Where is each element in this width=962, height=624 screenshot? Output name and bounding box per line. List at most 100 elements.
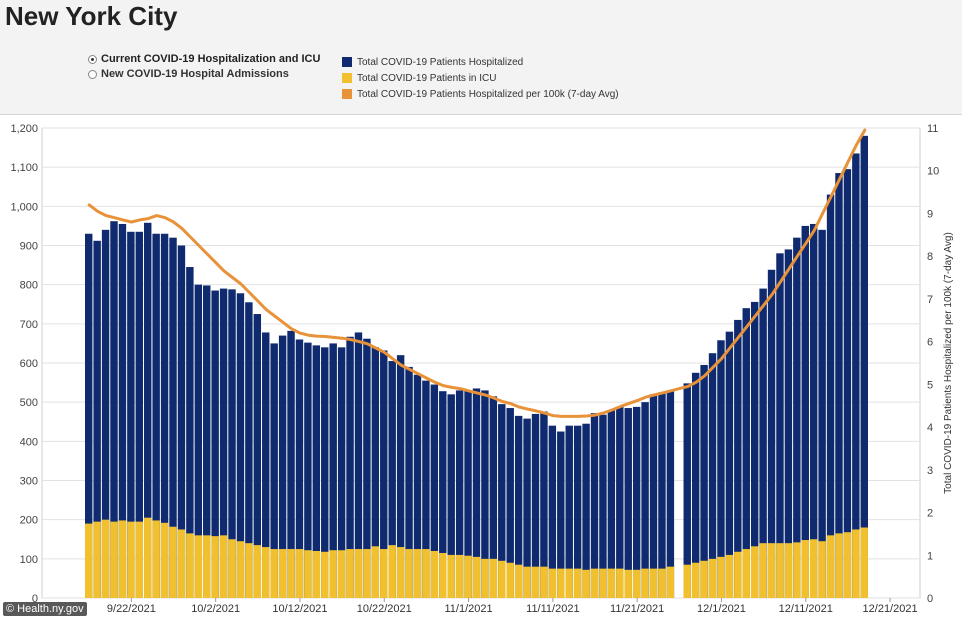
bar-icu (599, 568, 607, 598)
bar-icu (658, 568, 666, 598)
bar-icu (548, 568, 557, 598)
radio-current-hospitalization[interactable]: Current COVID-19 Hospitalization and ICU (88, 53, 320, 65)
bar-hospitalized (852, 153, 860, 599)
bar-hospitalized (590, 413, 599, 598)
bar-icu (852, 529, 860, 598)
bar-icu (784, 543, 793, 598)
bar-hospitalized (101, 229, 110, 599)
bar-hospitalized (312, 345, 321, 598)
bar-icu (742, 549, 750, 598)
radio-new-admissions[interactable]: New COVID-19 Hospital Admissions (88, 68, 289, 80)
bar-icu (287, 549, 295, 598)
bar-icu (439, 552, 447, 598)
y-left-tick-label: 0 (32, 593, 38, 605)
y-left-tick-label: 1,200 (10, 123, 38, 135)
bar-icu (565, 568, 573, 598)
y-left-tick-label: 1,100 (10, 162, 38, 174)
bar-icu (540, 566, 548, 598)
bar-hospitalized (691, 372, 700, 598)
bar-icu (506, 562, 514, 598)
bar-hospitalized (135, 231, 144, 598)
bar-icu (380, 549, 388, 598)
legend-label: Total COVID-19 Patients in ICU (357, 72, 497, 84)
bar-icu (396, 547, 405, 598)
bar-hospitalized (666, 390, 675, 598)
x-tick-label: 9/22/2021 (107, 603, 156, 615)
bar-icu (582, 569, 590, 598)
bar-icu (135, 521, 144, 598)
x-tick-label: 11/11/2021 (526, 603, 579, 615)
bar-icu (346, 549, 354, 598)
bar-hospitalized (464, 390, 472, 598)
x-tick-label: 10/12/2021 (272, 603, 327, 615)
bar-hospitalized (632, 406, 641, 598)
bar-hospitalized (413, 374, 422, 598)
y-right-tick-label: 6 (927, 337, 933, 349)
bar-hospitalized (177, 245, 186, 598)
bar-icu (818, 541, 826, 598)
bar-icu (228, 539, 236, 598)
bar-icu (557, 568, 565, 598)
bar-hospitalized (582, 423, 590, 598)
header-panel: New York City Current COVID-19 Hospitali… (0, 0, 962, 115)
bar-icu (203, 535, 211, 598)
bar-hospitalized (742, 308, 750, 598)
bar-hospitalized (489, 396, 498, 598)
x-tick-label: 12/11/2021 (779, 603, 833, 615)
bar-icu (447, 554, 455, 598)
bar-hospitalized (363, 338, 371, 598)
bar-icu (759, 543, 767, 598)
bar-icu (616, 568, 624, 598)
bar-icu (262, 547, 270, 598)
bar-hospitalized (531, 413, 540, 598)
bar-hospitalized (194, 284, 203, 598)
bar-hospitalized (843, 169, 852, 598)
bar-icu (169, 526, 177, 598)
y-left-tick-label: 300 (20, 476, 38, 488)
y-right-tick-label: 9 (927, 208, 933, 220)
y-left-tick-label: 900 (20, 241, 38, 253)
bar-hospitalized (422, 380, 430, 598)
bar-icu (160, 522, 169, 598)
bar-hospitalized (523, 418, 531, 598)
bar-icu (405, 549, 413, 598)
bar-hospitalized (624, 408, 632, 598)
y-right-tick-label: 1 (927, 550, 933, 562)
bar-hospitalized (144, 222, 152, 599)
legend-item-per100k: Total COVID-19 Patients Hospitalized per… (342, 86, 619, 102)
bar-hospitalized (708, 353, 717, 598)
bar-hospitalized (186, 267, 194, 598)
bar-hospitalized (734, 319, 742, 598)
bar-icu (211, 536, 219, 598)
y-left-tick-label: 100 (20, 554, 38, 566)
bar-icu (481, 558, 489, 598)
y-left-tick-label: 600 (20, 358, 38, 370)
bar-hospitalized (346, 336, 354, 598)
bar-hospitalized (548, 425, 557, 598)
bar-hospitalized (683, 383, 691, 598)
bar-hospitalized (801, 225, 809, 598)
bar-hospitalized (725, 331, 734, 598)
bar-hospitalized (455, 390, 464, 598)
bar-hospitalized (278, 335, 287, 598)
bar-icu (110, 521, 118, 598)
bar-hospitalized (818, 229, 826, 599)
bar-hospitalized (430, 384, 439, 598)
bar-icu (464, 555, 472, 598)
bar-icu (826, 535, 835, 598)
bar-icu (607, 568, 616, 598)
bar-hospitalized (405, 366, 413, 598)
bar-icu (388, 545, 396, 598)
bar-icu (843, 532, 852, 598)
bar-hospitalized (270, 343, 278, 598)
bar-hospitalized (228, 289, 236, 598)
source-credit: © Health.ny.gov (3, 602, 87, 616)
bar-hospitalized (784, 249, 793, 598)
y-left-tick-label: 1,000 (10, 201, 38, 213)
y-right-axis-label: Total COVID-19 Patients Hospitalized per… (943, 232, 954, 494)
y-right-tick-label: 2 (927, 508, 933, 520)
bar-icu (422, 549, 430, 598)
legend-label: Total COVID-19 Patients Hospitalized per… (357, 88, 619, 100)
bar-icu (354, 549, 363, 598)
bar-hospitalized (396, 355, 405, 598)
